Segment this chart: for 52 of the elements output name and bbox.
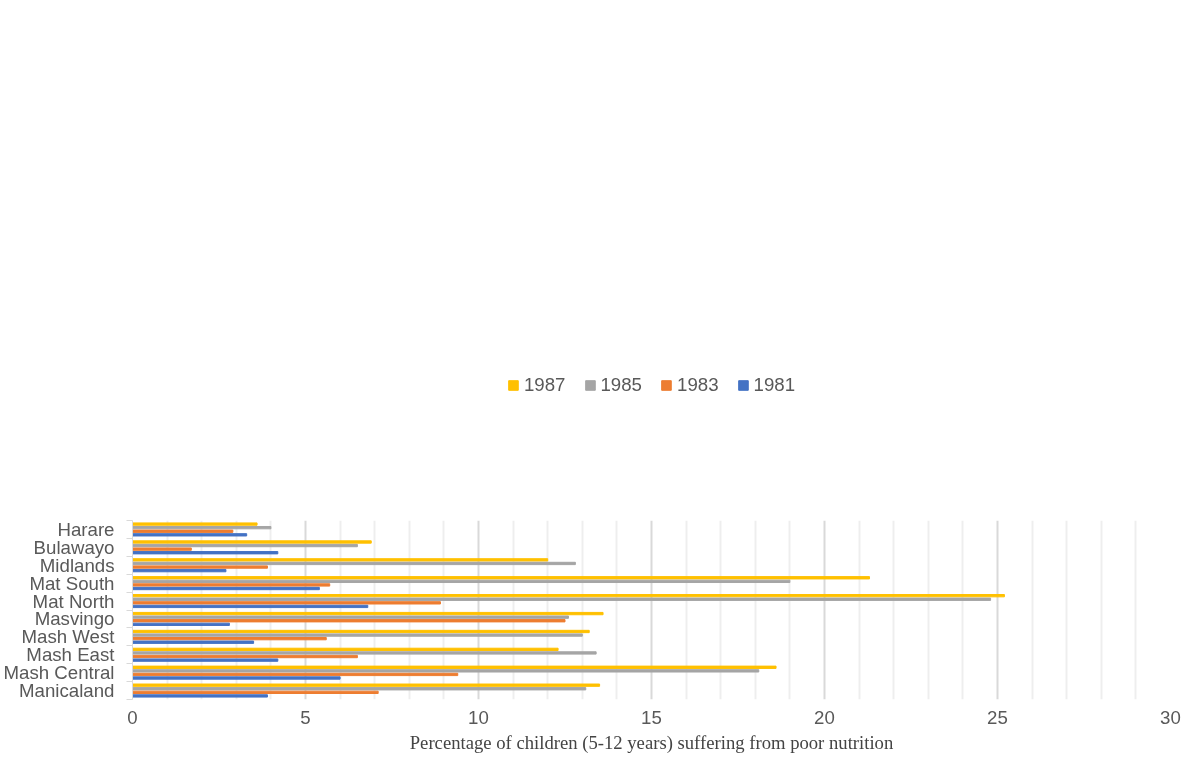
bar xyxy=(132,622,230,626)
bar xyxy=(132,629,590,634)
bar xyxy=(132,558,549,562)
bar xyxy=(132,615,569,619)
x-tick-label: 25 xyxy=(987,706,1008,728)
x-tick-label: 15 xyxy=(641,706,662,728)
bar xyxy=(132,586,320,591)
legend-label: 1981 xyxy=(753,373,796,396)
bar xyxy=(132,547,192,551)
legend-label: 1983 xyxy=(677,373,719,396)
x-tick-label: 10 xyxy=(468,706,489,728)
x-tick-label: 5 xyxy=(300,706,311,728)
bar xyxy=(132,543,358,548)
bar xyxy=(132,636,327,641)
x-tick-label: 0 xyxy=(127,706,138,728)
x-tick-label: 30 xyxy=(1160,706,1181,728)
bar xyxy=(132,594,1005,598)
legend-label: 1985 xyxy=(600,373,642,396)
bar xyxy=(132,561,576,566)
bar xyxy=(132,583,331,587)
bar xyxy=(132,654,358,659)
bar xyxy=(132,651,597,655)
bar xyxy=(132,522,258,526)
bar xyxy=(132,694,268,698)
bar xyxy=(132,551,279,555)
bar xyxy=(132,669,760,673)
bar xyxy=(132,672,459,677)
bar xyxy=(132,633,583,637)
bar xyxy=(132,565,268,569)
bar xyxy=(132,658,279,662)
bar xyxy=(132,597,992,601)
bar xyxy=(132,540,372,544)
bar xyxy=(132,533,248,537)
bar xyxy=(132,526,272,530)
bar xyxy=(132,601,441,605)
bar xyxy=(132,683,601,687)
bar xyxy=(132,611,604,616)
bar xyxy=(132,619,566,623)
bar xyxy=(132,647,559,652)
bar xyxy=(132,690,379,694)
bar xyxy=(132,529,234,533)
legend-label: 1987 xyxy=(523,373,566,396)
bar xyxy=(132,640,255,644)
bar xyxy=(132,687,587,691)
x-tick-label: 20 xyxy=(814,706,835,728)
bar xyxy=(132,579,791,584)
bar xyxy=(132,676,341,680)
x-axis-title: Percentage of children (5-12 years) suffering from poor nutrition xyxy=(409,731,894,754)
bar xyxy=(132,568,227,573)
bar xyxy=(132,665,777,669)
bar xyxy=(132,604,369,609)
bar xyxy=(132,576,870,580)
